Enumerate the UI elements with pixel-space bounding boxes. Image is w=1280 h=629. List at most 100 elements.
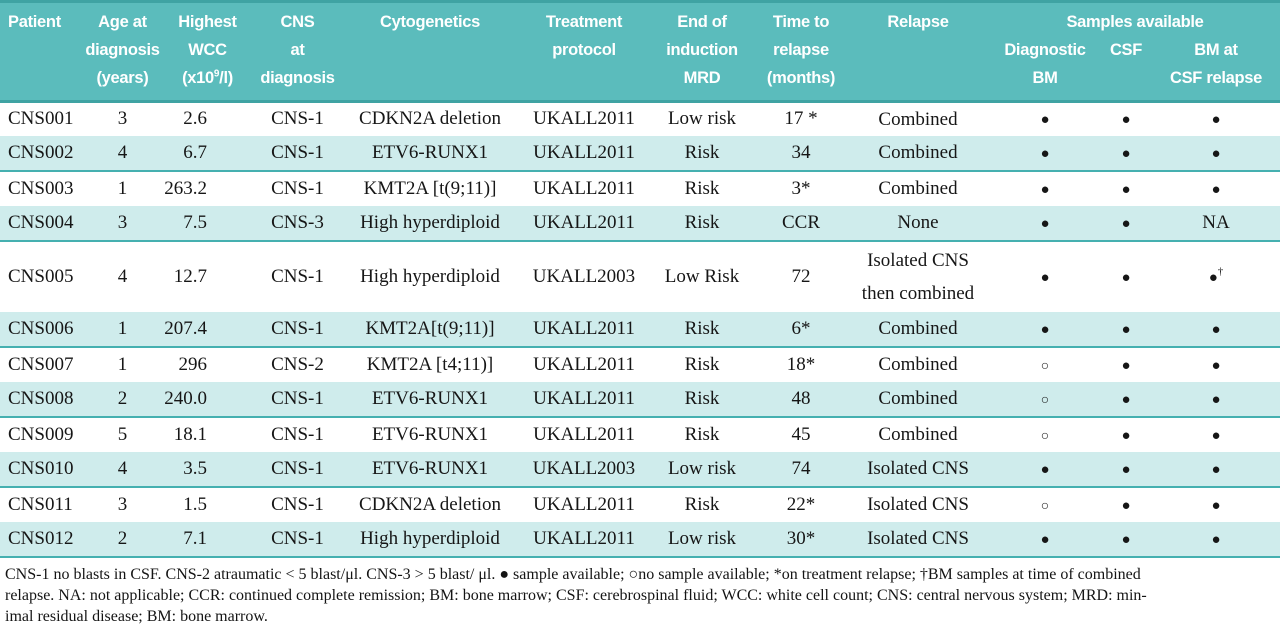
table-row: CNS001 3 2.6 CNS-1 CDKN2A deletion UKALL2011 L… — [0, 101, 1280, 136]
table-row: CNS011 3 1.5 CNS-1 CDKN2A deletion UKALL2011 R… — [0, 487, 1280, 522]
cell-relapse: Combined — [846, 382, 990, 418]
filled-dot-icon: ● — [1040, 216, 1050, 232]
cell-sample-diagnostic-bm: ● — [990, 241, 1100, 312]
cell-time-to-relapse: 30* — [756, 522, 846, 558]
cell-age: 5 — [117, 424, 128, 445]
cell-patient: CNS010 — [0, 452, 85, 488]
cell-sample-bm-at-csf-relapse: ●† — [1152, 241, 1280, 312]
col-header-csf: CSF — [1100, 36, 1152, 101]
filled-dot-icon: ● — [1211, 322, 1221, 338]
cell-mrd: Low risk — [648, 522, 756, 558]
cell-mrd: Low risk — [648, 452, 756, 488]
cell-age: 3 — [117, 494, 128, 515]
cell-wcc: 263.2 — [164, 178, 207, 199]
cell-time-to-relapse: 22* — [786, 494, 816, 515]
cell-cytogenetics: CDKN2A deletion — [359, 108, 501, 130]
cell-patient: CNS008 — [0, 382, 85, 418]
filled-dot-icon: ● — [1121, 216, 1131, 232]
cell-treatment-protocol: UKALL2003 — [532, 266, 636, 287]
cell-patient: CNS003 — [8, 178, 74, 199]
cell-cytogenetics: KMT2A [t(9;11)] — [363, 178, 497, 199]
col-header-bm-at-csf-relapse: BM at CSF relapse — [1152, 36, 1280, 101]
cell-sample-csf: ● — [1100, 171, 1152, 206]
cell-mrd: Low Risk — [664, 266, 740, 287]
col-header-diagnostic-bm: Diagnostic BM — [990, 36, 1100, 101]
table-row: CNS006 1 207.4 CNS-1 KMT2A[t(9;11)] UKALL2011… — [0, 312, 1280, 348]
cell-wcc: 7.5 — [160, 206, 255, 242]
cell-patient: CNS012 — [0, 522, 85, 558]
cell-cytogenetics: ETV6-RUNX1 — [340, 382, 520, 418]
filled-dot-icon: ● — [1121, 462, 1131, 478]
cell-age: 2 — [85, 382, 160, 418]
cell-mrd: Risk — [648, 206, 756, 242]
cell-cns-at-diagnosis: CNS-1 — [255, 136, 340, 172]
cell-sample-csf: ● — [1100, 136, 1152, 172]
cell-cns-at-diagnosis: CNS-1 — [271, 178, 324, 199]
cell-sample-diagnostic-bm: ● — [990, 171, 1100, 206]
cell-cns-at-diagnosis: CNS-1 — [255, 452, 340, 488]
cell-time-to-relapse: CCR — [756, 206, 846, 242]
cell-cns-at-diagnosis: CNS-1 — [271, 424, 324, 445]
cell-relapse: Combined — [878, 108, 958, 130]
col-header-cytogenetics: Cytogenetics — [340, 0, 520, 101]
filled-dot-icon: ● — [1040, 112, 1050, 129]
filled-dot-icon: ● — [1040, 532, 1050, 548]
cell-cytogenetics: High hyperdiploid — [340, 206, 520, 242]
table-body: CNS001 3 2.6 CNS-1 CDKN2A deletion UKALL2011 L… — [0, 101, 1280, 558]
cell-cytogenetics: CDKN2A deletion — [359, 494, 501, 515]
cell-mrd: Risk — [648, 136, 756, 172]
cell-cns-at-diagnosis: CNS-1 — [271, 108, 324, 130]
cell-cytogenetics: ETV6-RUNX1 — [340, 452, 520, 488]
filled-dot-icon: ● — [1121, 498, 1131, 514]
wcc-label: Highest WCC — [178, 13, 237, 59]
cell-cns-at-diagnosis: CNS-1 — [255, 312, 340, 348]
cell-sample-diagnostic-bm: ● — [990, 312, 1100, 348]
filled-dot-icon: ● — [1040, 462, 1050, 478]
filled-dot-icon: ● — [1211, 428, 1221, 444]
cell-wcc: 207.4 — [160, 312, 255, 348]
patient-characteristics-table: Patient Age at diagnosis (years) Highest… — [0, 0, 1280, 558]
cell-mrd: Risk — [684, 354, 720, 375]
filled-dot-icon: ● — [1121, 270, 1131, 286]
cell-cns-at-diagnosis: CNS-1 — [255, 522, 340, 558]
cell-cytogenetics: ETV6-RUNX1 — [340, 136, 520, 172]
filled-dot-icon: ● — [1211, 498, 1221, 514]
cell-treatment-protocol: UKALL2011 — [533, 494, 635, 515]
cell-treatment-protocol: UKALL2003 — [520, 452, 648, 488]
open-circle-icon: ○ — [1040, 359, 1050, 374]
cell-mrd: Risk — [684, 494, 720, 515]
cell-patient: CNS002 — [0, 136, 85, 172]
filled-dot-icon: ● — [1211, 358, 1221, 374]
cell-cytogenetics: High hyperdiploid — [340, 522, 520, 558]
filled-dot-icon: ● — [1040, 322, 1050, 338]
cell-treatment-protocol: UKALL2011 — [520, 136, 648, 172]
cell-patient: CNS011 — [8, 494, 73, 515]
cell-cns-at-diagnosis: CNS-1 — [271, 266, 324, 287]
col-header-cns-at-diagnosis: CNS at diagnosis — [255, 0, 340, 101]
cell-sample-csf: ● — [1100, 101, 1152, 136]
cell-relapse: Isolated CNS — [846, 522, 990, 558]
cell-treatment-protocol: UKALL2011 — [533, 354, 635, 375]
cell-patient: CNS004 — [0, 206, 85, 242]
cell-sample-diagnostic-bm: ● — [990, 206, 1100, 242]
filled-dot-icon: ● — [1211, 182, 1221, 198]
cell-relapse: None — [846, 206, 990, 242]
open-circle-icon: ○ — [1040, 499, 1050, 514]
cell-time-to-relapse: 48 — [756, 382, 846, 418]
footnote-line: relapse. NA: not applicable; CCR: contin… — [5, 587, 1147, 604]
cell-treatment-protocol: UKALL2011 — [520, 206, 648, 242]
cell-relapse: Combined — [878, 178, 958, 200]
table-row: CNS008 2 240.0 CNS-1 ETV6-RUNX1 UKALL2011 Risk… — [0, 382, 1280, 418]
cell-age: 3 — [117, 108, 128, 130]
cell-time-to-relapse: 72 — [791, 266, 811, 287]
cell-sample-diagnostic-bm: ● — [990, 522, 1100, 558]
wcc-superscript: 9 — [213, 68, 220, 80]
cell-sample-diagnostic-bm: ○ — [990, 382, 1100, 418]
cell-mrd: Risk — [684, 424, 720, 445]
cell-age: 3 — [85, 206, 160, 242]
cell-treatment-protocol: UKALL2011 — [520, 382, 648, 418]
cell-time-to-relapse: 74 — [756, 452, 846, 488]
cell-cns-at-diagnosis: CNS-3 — [255, 206, 340, 242]
cell-age: 1 — [85, 312, 160, 348]
